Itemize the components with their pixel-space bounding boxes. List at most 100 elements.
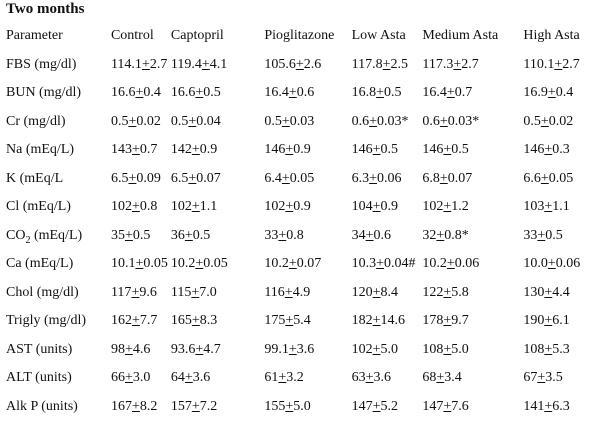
data-cell: 122+5.8: [420, 279, 521, 308]
mean-value: 182: [352, 313, 373, 328]
column-header: Parameter: [4, 22, 109, 51]
plus-minus-sign: +: [132, 199, 140, 214]
mean-value: 0.5: [111, 114, 129, 129]
mean-value: 102: [171, 199, 192, 214]
data-cell: 104+0.9: [350, 193, 421, 222]
plus-minus-sign: +: [289, 342, 297, 357]
error-value: 0.4: [556, 85, 574, 100]
column-header: High Asta: [521, 22, 589, 51]
error-value: 3.6: [193, 370, 211, 385]
plus-minus-sign: +: [125, 370, 133, 385]
error-value: 0.7: [455, 85, 473, 100]
header-row: Parameter Control Captopril Pioglitazone…: [4, 22, 589, 51]
plus-minus-sign: +: [132, 399, 140, 414]
parameter-label: Alk P (units): [4, 393, 109, 421]
data-cell: 10.2+0.05: [169, 250, 262, 279]
plus-minus-sign: +: [202, 57, 210, 72]
error-value: 0.03: [448, 114, 473, 129]
plus-minus-sign: +: [373, 342, 381, 357]
error-value: 0.9: [293, 142, 311, 157]
error-value: 5.0: [293, 399, 311, 414]
plus-minus-sign: +: [185, 228, 193, 243]
plus-minus-sign: +: [440, 171, 448, 186]
plus-minus-sign: +: [548, 256, 556, 271]
mean-value: 6.8: [422, 171, 440, 186]
error-value: 5.0: [381, 342, 399, 357]
data-cell: 165+8.3: [169, 307, 262, 336]
data-cell: 0.5+0.02: [521, 108, 589, 137]
parameter-label: Trigly (mg/dl): [4, 307, 109, 336]
error-value: 5.4: [293, 313, 311, 328]
error-value: 9.7: [451, 313, 469, 328]
plus-minus-sign: +: [125, 228, 133, 243]
error-value: 9.6: [139, 285, 157, 300]
error-value: 0.06: [556, 256, 581, 271]
mean-value: 102: [111, 199, 132, 214]
plus-minus-sign: +: [192, 399, 200, 414]
data-cell: 167+8.2: [109, 393, 169, 421]
mean-value: 157: [171, 399, 192, 414]
plus-minus-sign: +: [285, 399, 293, 414]
error-value: 5.0: [451, 342, 469, 357]
error-value: 0.07: [297, 256, 322, 271]
data-cell: 6.8+0.07: [420, 165, 521, 194]
table-title: Two months: [6, 0, 85, 18]
error-value: 4.4: [552, 285, 570, 300]
plus-minus-sign: +: [373, 142, 381, 157]
mean-value: 63: [352, 370, 366, 385]
significance-marker: *: [402, 114, 409, 129]
data-cell: 0.5+0.04: [169, 108, 262, 137]
parameter-label: FBS (mg/dl): [4, 51, 109, 80]
data-cell: 102+1.1: [169, 193, 262, 222]
mean-value: 119.4: [171, 57, 202, 72]
error-value: 0.9: [200, 142, 218, 157]
data-cell: 115+7.0: [169, 279, 262, 308]
data-cell: 64+3.6: [169, 364, 262, 393]
error-value: 2.7: [150, 57, 168, 72]
data-cell: 6.6+0.05: [521, 165, 589, 194]
mean-value: 0.6: [352, 114, 370, 129]
data-cell: 16.4+0.7: [420, 79, 521, 108]
mean-value: 93.6: [171, 342, 196, 357]
error-value: 2.7: [562, 57, 580, 72]
mean-value: 16.4: [264, 85, 289, 100]
plus-minus-sign: +: [296, 57, 304, 72]
significance-marker: *: [472, 114, 479, 129]
error-value: 7.7: [140, 313, 158, 328]
data-cell: 36+0.5: [169, 222, 262, 251]
data-cell: 146+0.9: [262, 136, 349, 165]
error-value: 0.05: [143, 256, 168, 271]
data-cell: 117.3+2.7: [420, 51, 521, 80]
error-value: 0.06: [455, 256, 480, 271]
mean-value: 6.5: [171, 171, 189, 186]
mean-value: 33: [264, 228, 278, 243]
data-cell: 146+0.5: [420, 136, 521, 165]
column-header: Low Asta: [350, 22, 421, 51]
mean-value: 16.8: [352, 85, 377, 100]
data-cell: 147+7.6: [420, 393, 521, 421]
plus-minus-sign: +: [373, 399, 381, 414]
data-cell: 190+6.1: [521, 307, 589, 336]
error-value: 0.03: [290, 114, 315, 129]
plus-minus-sign: +: [125, 342, 133, 357]
error-value: 0.9: [381, 199, 399, 214]
error-value: 0.05: [549, 171, 574, 186]
column-header: Control: [109, 22, 169, 51]
error-value: 6.1: [552, 313, 570, 328]
plus-minus-sign: +: [282, 171, 290, 186]
error-value: 0.06: [377, 171, 402, 186]
parameter-label: Cr (mg/dl): [4, 108, 109, 137]
error-value: 3.0: [133, 370, 151, 385]
error-value: 4.1: [210, 57, 228, 72]
data-cell: 66+3.0: [109, 364, 169, 393]
data-cell: 10.2+0.07: [262, 250, 349, 279]
mean-value: 99.1: [264, 342, 289, 357]
data-cell: 67+3.5: [521, 364, 589, 393]
mean-value: 117.3: [422, 57, 453, 72]
error-value: 8.2: [140, 399, 158, 414]
parameter-label: CO2 (mEq/L): [4, 222, 109, 251]
error-value: 0.8: [286, 228, 304, 243]
